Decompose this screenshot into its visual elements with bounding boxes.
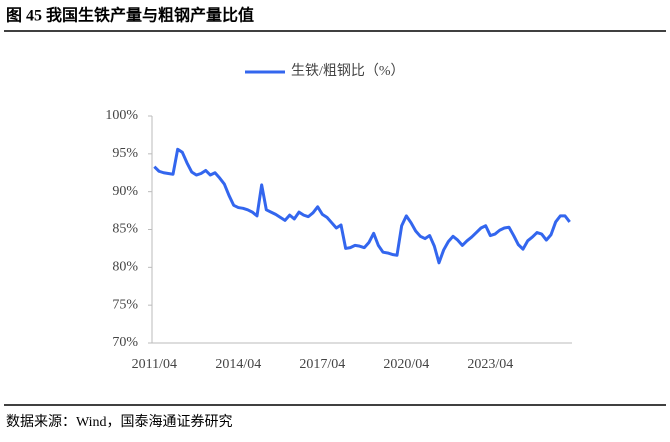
data-line bbox=[153, 147, 571, 265]
y-tick-label: 70% bbox=[112, 335, 138, 350]
legend-label: 生铁/粗钢比（%） bbox=[291, 63, 405, 79]
y-tick-label: 90% bbox=[112, 184, 138, 199]
y-tick-label: 100% bbox=[105, 108, 138, 123]
chart-title: 图 45 我国生铁产量与粗钢产量比值 bbox=[6, 6, 254, 25]
x-tick-label: 2020/04 bbox=[383, 357, 429, 372]
source: 数据来源：Wind，国泰海通证券研究 bbox=[6, 414, 233, 430]
x-tick-label: 2014/04 bbox=[215, 357, 261, 372]
x-tick-label: 2011/04 bbox=[132, 357, 177, 372]
y-tick-label: 80% bbox=[112, 260, 138, 275]
y-tick-label: 75% bbox=[112, 297, 138, 312]
x-tick-label: 2017/04 bbox=[299, 357, 345, 372]
y-tick-label: 85% bbox=[112, 222, 138, 237]
y-tick-label: 95% bbox=[112, 146, 138, 161]
x-tick-label: 2023/04 bbox=[467, 357, 513, 372]
